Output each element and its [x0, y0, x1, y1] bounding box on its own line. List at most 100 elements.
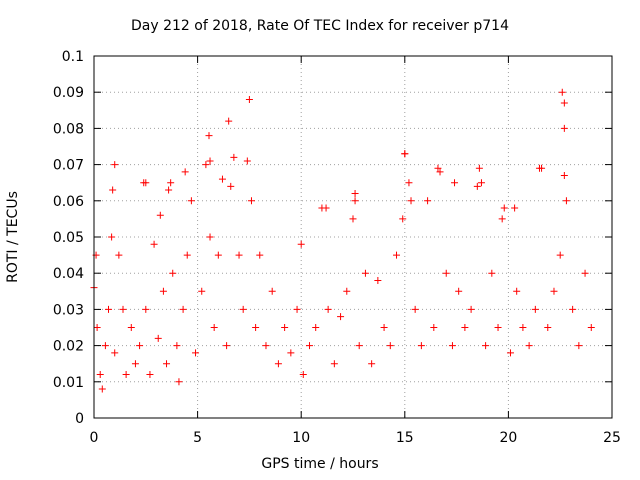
data-point — [442, 269, 450, 277]
data-point — [262, 342, 270, 350]
data-point — [111, 161, 119, 169]
data-point — [245, 95, 253, 103]
data-point — [380, 324, 388, 331]
x-tick-label: 5 — [193, 430, 202, 446]
data-point — [146, 371, 154, 379]
data-point — [192, 349, 200, 357]
data-point — [569, 305, 577, 313]
data-point — [511, 204, 519, 212]
data-point — [312, 324, 320, 331]
y-tick-label: 0.04 — [53, 266, 84, 282]
data-point — [305, 342, 313, 350]
data-point — [96, 371, 104, 379]
data-point — [297, 240, 305, 248]
x-tick-label: 0 — [90, 430, 99, 446]
data-point — [167, 179, 175, 187]
data-point — [506, 349, 514, 357]
grid-lines — [94, 56, 612, 418]
data-point — [337, 313, 345, 321]
data-point — [150, 240, 158, 248]
data-point — [183, 251, 191, 259]
data-point — [156, 211, 164, 219]
data-point — [475, 164, 483, 172]
data-point — [293, 305, 301, 313]
data-point — [498, 215, 506, 223]
x-tick-label: 10 — [292, 430, 310, 446]
y-tick-label: 0 — [75, 411, 84, 427]
data-point — [223, 342, 231, 350]
data-point — [268, 287, 276, 295]
data-point — [587, 324, 595, 331]
data-point — [550, 287, 558, 295]
data-point — [351, 197, 359, 205]
data-point — [405, 179, 413, 187]
data-point — [374, 276, 382, 284]
data-point — [142, 305, 150, 313]
data-point — [225, 117, 233, 125]
data-point — [115, 251, 123, 259]
data-point — [163, 360, 171, 368]
x-tick-label: 25 — [603, 430, 621, 446]
data-point — [562, 197, 570, 205]
data-point — [101, 342, 109, 350]
data-point — [175, 378, 183, 386]
data-point — [324, 305, 332, 313]
data-point — [274, 360, 282, 368]
data-point — [355, 342, 363, 350]
data-point — [575, 342, 583, 350]
data-point — [179, 305, 187, 313]
data-point — [581, 269, 589, 277]
y-axis-label: ROTI / TECUs — [5, 191, 21, 283]
data-point — [417, 342, 425, 350]
data-point — [477, 179, 485, 187]
data-point — [252, 324, 260, 331]
data-point — [525, 342, 533, 350]
data-point — [105, 305, 113, 313]
data-point — [205, 132, 213, 140]
data-point — [169, 269, 177, 277]
data-point — [482, 342, 490, 350]
data-point — [210, 324, 218, 331]
x-tick-label: 20 — [499, 430, 517, 446]
data-point — [560, 99, 568, 107]
data-point — [349, 215, 357, 223]
data-point — [173, 342, 181, 350]
data-point — [424, 197, 432, 205]
data-point — [558, 88, 566, 96]
data-points — [90, 88, 595, 393]
data-point — [239, 305, 247, 313]
data-point — [467, 305, 475, 313]
data-point — [230, 153, 238, 161]
data-point — [399, 215, 407, 223]
data-point — [448, 342, 456, 350]
data-point — [361, 269, 369, 277]
data-point — [330, 360, 338, 368]
data-point — [488, 269, 496, 277]
data-point — [256, 251, 264, 259]
y-tick-label: 0.03 — [53, 302, 84, 318]
data-point — [436, 168, 444, 176]
data-point — [206, 157, 214, 165]
data-point — [393, 251, 401, 259]
data-point — [451, 179, 459, 187]
data-point — [131, 360, 139, 368]
data-point — [202, 161, 210, 169]
data-point — [386, 342, 394, 350]
data-point — [136, 342, 144, 350]
data-point — [368, 360, 376, 368]
data-point — [322, 204, 330, 212]
y-tick-label: 0.07 — [53, 158, 84, 174]
data-point — [181, 168, 189, 176]
data-point — [198, 287, 206, 295]
data-point — [154, 334, 162, 342]
data-point — [122, 371, 130, 379]
data-point — [535, 164, 543, 172]
data-point — [401, 150, 409, 158]
data-point — [187, 197, 195, 205]
y-tick-label: 0.02 — [53, 339, 84, 355]
data-point — [430, 324, 438, 331]
data-point — [108, 233, 116, 241]
data-point — [494, 324, 502, 331]
data-point — [560, 171, 568, 179]
